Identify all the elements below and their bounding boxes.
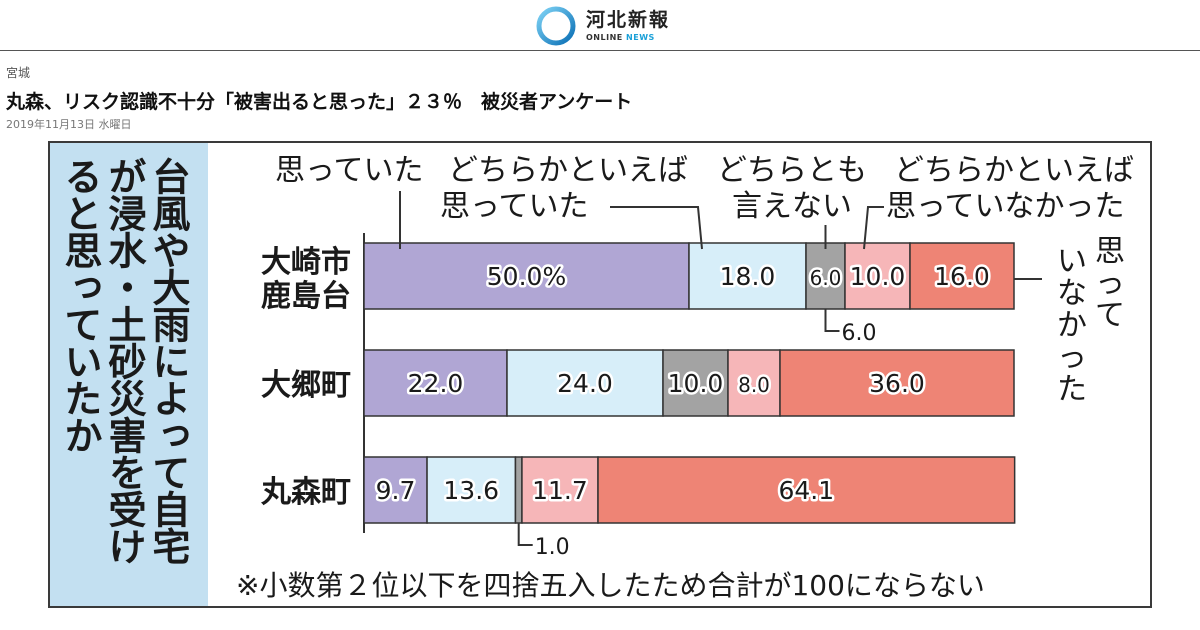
article-headline: 丸森、リスク認識不十分「被害出ると思った」２３％ 被災者アンケート xyxy=(6,91,633,113)
data-label-1-2: 10.0 xyxy=(668,369,724,398)
bar-segment-1-0 xyxy=(363,349,508,417)
legend-leader-3 xyxy=(863,206,884,250)
data-label-0-2: 6.0 xyxy=(810,266,842,290)
data-label-0-4: 16.0 xyxy=(934,262,990,291)
bar-segment-2-4 xyxy=(597,456,1016,524)
data-label-0-0: 50.0% xyxy=(487,262,566,291)
article-category[interactable]: 宮城 xyxy=(6,66,31,80)
chart-figure: 台風や大雨によって自宅が浸水・土砂災害を受けると思っていたか 大崎市 鹿島台大郷町… xyxy=(48,141,1152,608)
category-label-0-b: 鹿島台 xyxy=(261,279,351,314)
legend-label-4-b-3: っ xyxy=(1057,340,1087,375)
data-label-2-4: 64.1 xyxy=(778,476,834,505)
legend-label-4-a-2: て xyxy=(1095,298,1125,333)
legend-leader-1 xyxy=(610,206,703,250)
callout-line-0-2 xyxy=(824,309,840,332)
logo-sub: ONLINE NEWS xyxy=(586,32,655,42)
chart-title-panel: 台風や大雨によって自宅が浸水・土砂災害を受けると思っていたか xyxy=(50,143,208,606)
legend-label-2-b: 言えない xyxy=(732,189,852,224)
legend-label-0: 思っていた xyxy=(275,153,424,188)
category-label-1: 大郷町 xyxy=(261,368,351,403)
data-label-2-1: 13.6 xyxy=(443,476,499,505)
bar-segment-1-4 xyxy=(779,349,1015,417)
callout-label-2-2: 1.0 xyxy=(535,535,570,560)
bar-segment-1-3 xyxy=(727,349,781,417)
bar-segment-1-1 xyxy=(506,349,664,417)
chart-footnote: ※小数第２位以下を四捨五入したため合計が100にならない xyxy=(236,569,985,602)
legend-label-3-b: 思っていなかった xyxy=(886,189,1125,224)
data-label-2-3: 11.7 xyxy=(532,476,588,505)
bar-segment-1-2 xyxy=(662,349,729,417)
legend-label-4-b-1: な xyxy=(1057,276,1087,311)
site-header: 河北新報 ONLINE NEWS xyxy=(0,0,1200,51)
data-label-0-3: 10.0 xyxy=(850,262,906,291)
bar-segment-0-4 xyxy=(909,242,1015,310)
data-label-1-0: 22.0 xyxy=(408,369,464,398)
data-label-1-1: 24.0 xyxy=(557,369,613,398)
category-label-0-a: 大崎市 xyxy=(261,245,351,280)
legend-label-2-a: どちらとも xyxy=(717,153,867,188)
bar-segment-2-2 xyxy=(514,456,523,524)
data-label-2-0: 9.7 xyxy=(376,476,416,505)
legend-label-4-a-0: 思 xyxy=(1095,234,1125,269)
bar-segment-2-0 xyxy=(363,456,428,524)
bar-segment-2-1 xyxy=(426,456,517,524)
category-label-2: 丸森町 xyxy=(260,475,351,510)
bar-segment-0-0 xyxy=(363,242,690,310)
bar-segment-2-3 xyxy=(521,456,599,524)
legend-label-4-b-4: た xyxy=(1057,372,1087,407)
data-label-1-4: 36.0 xyxy=(869,369,925,398)
legend-label-4-b-2: か xyxy=(1057,308,1087,343)
bar-segment-0-2 xyxy=(805,242,846,310)
legend-label-4-a-1: っ xyxy=(1095,266,1125,301)
data-label-0-1: 18.0 xyxy=(720,262,776,291)
site-logo[interactable]: 河北新報 ONLINE NEWS xyxy=(532,4,670,48)
data-label-1-3: 8.0 xyxy=(738,373,770,397)
legend-label-1-b: 思っていた xyxy=(440,189,589,224)
legend-label-3-a: どちらかといえば xyxy=(894,153,1134,188)
legend-label-1-a: どちらかといえば xyxy=(448,153,688,188)
logo-name: 河北新報 xyxy=(586,8,671,31)
callout-line-2-2 xyxy=(517,523,533,546)
logo-ring-icon xyxy=(536,6,576,46)
bar-segment-0-3 xyxy=(844,242,911,310)
chart-title: 台風や大雨によって自宅が浸水・土砂災害を受けると思っていたか xyxy=(58,157,190,564)
article-date: 2019年11月13日 水曜日 xyxy=(6,118,132,131)
callout-label-0-2: 6.0 xyxy=(842,321,877,346)
bar-segment-0-1 xyxy=(688,242,807,310)
legend-label-4-b-0: い xyxy=(1057,244,1087,279)
